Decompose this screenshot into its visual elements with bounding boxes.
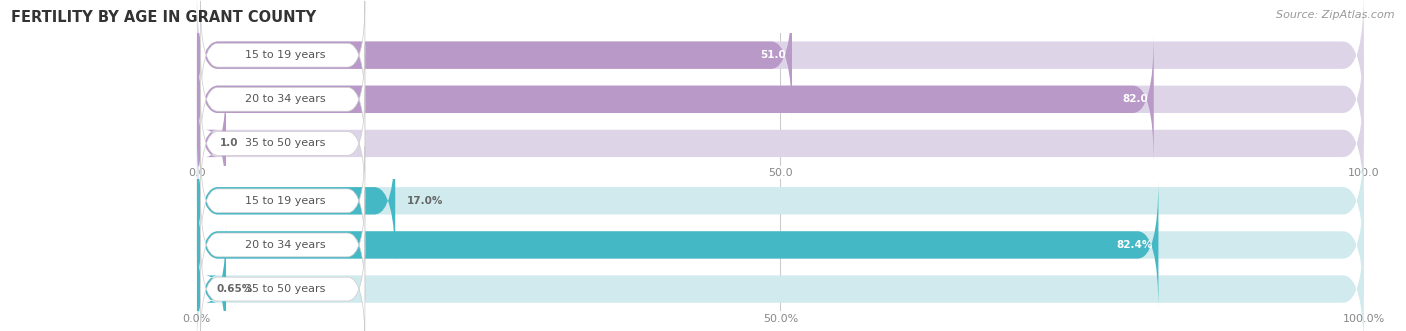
Text: 17.0%: 17.0% <box>406 196 443 206</box>
Text: 1.0: 1.0 <box>221 138 239 148</box>
FancyBboxPatch shape <box>197 0 1364 121</box>
FancyBboxPatch shape <box>200 147 366 255</box>
Text: 15 to 19 years: 15 to 19 years <box>245 50 325 60</box>
Text: 15 to 19 years: 15 to 19 years <box>245 196 325 206</box>
Text: 82.4%: 82.4% <box>1116 240 1153 250</box>
FancyBboxPatch shape <box>197 179 1364 311</box>
Text: 0.65%: 0.65% <box>217 284 252 294</box>
FancyBboxPatch shape <box>200 191 366 299</box>
Text: 35 to 50 years: 35 to 50 years <box>245 138 325 148</box>
FancyBboxPatch shape <box>197 0 792 121</box>
Text: Source: ZipAtlas.com: Source: ZipAtlas.com <box>1277 10 1395 20</box>
Text: FERTILITY BY AGE IN GRANT COUNTY: FERTILITY BY AGE IN GRANT COUNTY <box>11 10 316 25</box>
FancyBboxPatch shape <box>197 223 226 331</box>
FancyBboxPatch shape <box>197 135 395 266</box>
FancyBboxPatch shape <box>200 235 366 331</box>
FancyBboxPatch shape <box>200 1 366 110</box>
Text: 35 to 50 years: 35 to 50 years <box>245 284 325 294</box>
FancyBboxPatch shape <box>197 78 226 209</box>
FancyBboxPatch shape <box>197 179 1159 311</box>
FancyBboxPatch shape <box>197 33 1154 165</box>
FancyBboxPatch shape <box>200 89 366 198</box>
FancyBboxPatch shape <box>197 33 1364 165</box>
Text: 51.0: 51.0 <box>761 50 786 60</box>
FancyBboxPatch shape <box>197 223 1364 331</box>
Text: 20 to 34 years: 20 to 34 years <box>245 94 325 104</box>
FancyBboxPatch shape <box>200 45 366 154</box>
FancyBboxPatch shape <box>197 135 1364 266</box>
Text: 82.0: 82.0 <box>1122 94 1147 104</box>
FancyBboxPatch shape <box>197 78 1364 209</box>
Text: 20 to 34 years: 20 to 34 years <box>245 240 325 250</box>
